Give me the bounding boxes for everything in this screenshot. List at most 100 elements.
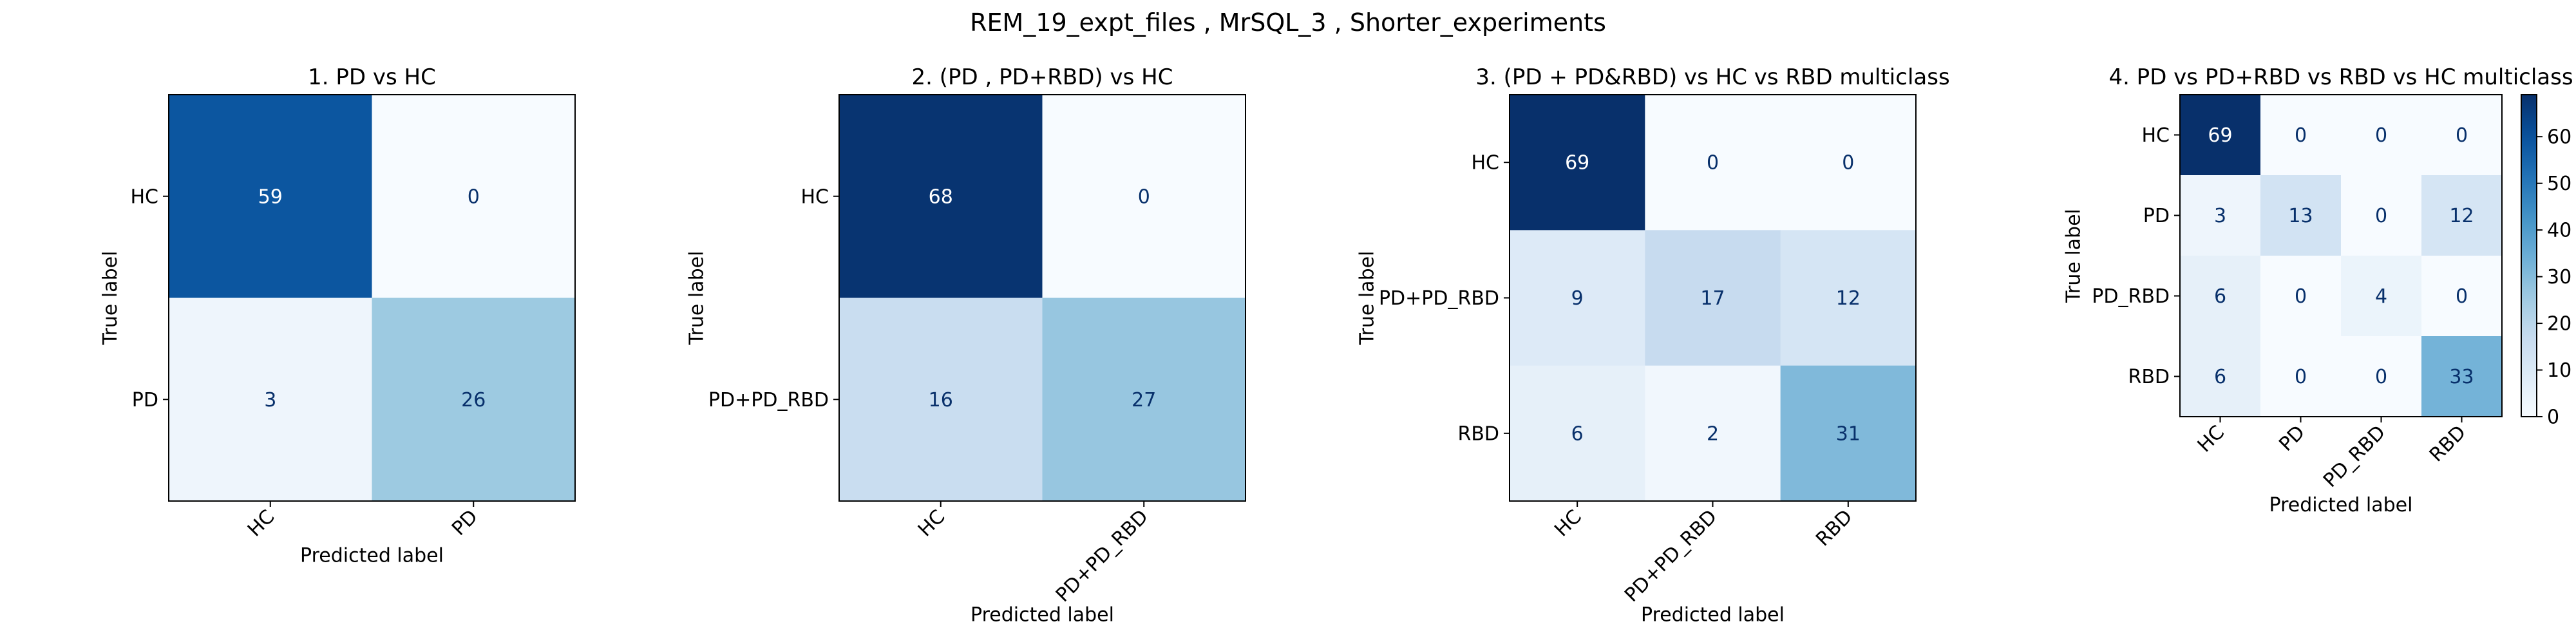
matrix-cell [2421, 256, 2503, 337]
cell-value-label: 4 [2375, 285, 2387, 308]
x-tick-label: PD+PD_RBD [1620, 506, 1721, 607]
cell-value-label: 33 [2449, 366, 2474, 388]
x-tick-label: HC [243, 506, 279, 542]
colorbar-tick-label: 40 [2547, 220, 2571, 242]
matrix-cell [2421, 95, 2503, 176]
matrix-cell [2180, 95, 2261, 176]
y-tick-label: PD+PD_RBD [708, 389, 829, 412]
x-tick-label: PD_RBD [2319, 421, 2390, 492]
confusion-matrix-3: 3. (PD + PD&RBD) vs HC vs RBD multiclass… [1356, 64, 1950, 626]
x-axis-label: Predicted label [971, 603, 1114, 626]
colorbar-bar [2521, 94, 2537, 417]
cell-value-label: 0 [2375, 124, 2387, 147]
matrix-cell [2180, 175, 2261, 256]
cell-value-label: 0 [2456, 124, 2468, 147]
x-tick-label: HC [914, 506, 950, 542]
matrix-cell [2421, 336, 2503, 417]
cell-value-label: 12 [2449, 205, 2474, 227]
x-axis-label: Predicted label [300, 544, 444, 567]
y-tick-label: HC [2141, 124, 2170, 147]
matrix-cell [2341, 336, 2422, 417]
chart-title: 4. PD vs PD+RBD vs RBD vs HC multiclass [2108, 64, 2573, 90]
x-tick-label: PD+PD_RBD [1052, 506, 1153, 607]
cell-value-label: 26 [461, 389, 486, 412]
matrix-cell [372, 298, 576, 502]
matrix-cell [1645, 95, 1781, 231]
matrix-cell [2341, 175, 2422, 256]
cell-value-label: 6 [2214, 285, 2226, 308]
matrix-cell [2260, 175, 2342, 256]
x-axis-label: Predicted label [2269, 494, 2413, 516]
matrix-cell [1510, 95, 1645, 231]
x-tick-label: HC [2193, 421, 2230, 457]
cell-value-label: 0 [2375, 366, 2387, 388]
chart-title: 2. (PD , PD+RBD) vs HC [912, 64, 1173, 90]
confusion-matrix-4: 4. PD vs PD+RBD vs RBD vs HC multiclass 6… [2062, 64, 2573, 516]
matrix-frame [838, 94, 1246, 502]
cell-value-label: 59 [258, 185, 283, 208]
matrix-cell [1510, 365, 1645, 502]
cell-value-label: 0 [2295, 285, 2307, 308]
matrix-cell [1042, 298, 1246, 502]
y-axis-label: True label [686, 251, 708, 346]
colorbar-tick-label: 50 [2547, 173, 2571, 195]
matrix-cell [1780, 365, 1917, 502]
matrix-cell [169, 298, 372, 502]
colorbar-tick-label: 10 [2547, 359, 2571, 382]
colorbar-tick-label: 30 [2547, 266, 2571, 289]
matrix-cell [2341, 95, 2422, 176]
cell-value-label: 0 [2456, 285, 2468, 308]
matrix-cell [2260, 95, 2342, 176]
cell-value-label: 68 [929, 185, 953, 208]
cell-value-label: 0 [468, 185, 480, 208]
y-tick-label: HC [130, 185, 158, 208]
matrix-cell [2341, 256, 2422, 337]
matrix-cell [2260, 256, 2342, 337]
confusion-matrix-2: 2. (PD , PD+RBD) vs HC 68 0 16 27 HC PD+PD_RBD… [686, 64, 1246, 626]
matrix-cell [1510, 230, 1645, 366]
y-tick-label: PD [2143, 205, 2170, 227]
x-tick-label: PD [448, 506, 482, 540]
cell-value-label: 31 [1836, 422, 1861, 445]
y-tick-label: PD [132, 389, 158, 412]
matrix-cell [1780, 95, 1917, 231]
cell-value-label: 13 [2288, 205, 2313, 227]
matrix-cell [1645, 365, 1781, 502]
matrix-cell [2180, 336, 2261, 417]
cell-value-label: 16 [929, 389, 953, 412]
cell-value-label: 0 [1842, 152, 1854, 175]
y-tick-label: RBD [2128, 366, 2170, 388]
x-tick-label: RBD [2425, 421, 2470, 466]
cell-value-label: 6 [2214, 366, 2226, 388]
matrix-cell [839, 298, 1043, 502]
cell-value-label: 0 [2375, 205, 2387, 227]
figure-suptitle: REM_19_expt_files , MrSQL_3 , Shorter_ex… [970, 8, 1606, 37]
x-axis-label: Predicted label [1641, 603, 1785, 626]
matrix-cell [2180, 256, 2261, 337]
cell-value-label: 0 [1707, 152, 1719, 175]
y-axis-label: True label [2062, 209, 2085, 303]
y-tick-label: HC [1471, 152, 1499, 175]
cell-value-label: 0 [2295, 124, 2307, 147]
matrix-cell [1780, 230, 1917, 366]
cell-value-label: 0 [2295, 366, 2307, 388]
y-axis-label: True label [99, 251, 122, 346]
cell-value-label: 2 [1707, 422, 1719, 445]
matrix-cell [1645, 230, 1781, 366]
cell-value-label: 69 [2208, 124, 2232, 147]
matrix-cell [372, 95, 576, 298]
matrix-frame [2179, 94, 2503, 417]
matrix-cell [2260, 336, 2342, 417]
matrix-cell [839, 95, 1043, 298]
x-tick-label: RBD [1812, 506, 1857, 551]
cell-value-label: 6 [1571, 422, 1584, 445]
cell-value-label: 27 [1132, 389, 1156, 412]
cell-value-label: 12 [1836, 287, 1861, 310]
y-tick-label: HC [800, 185, 829, 208]
colorbar-tick-label: 20 [2547, 313, 2571, 336]
cell-value-label: 69 [1565, 152, 1589, 175]
cell-value-label: 3 [2214, 205, 2226, 227]
